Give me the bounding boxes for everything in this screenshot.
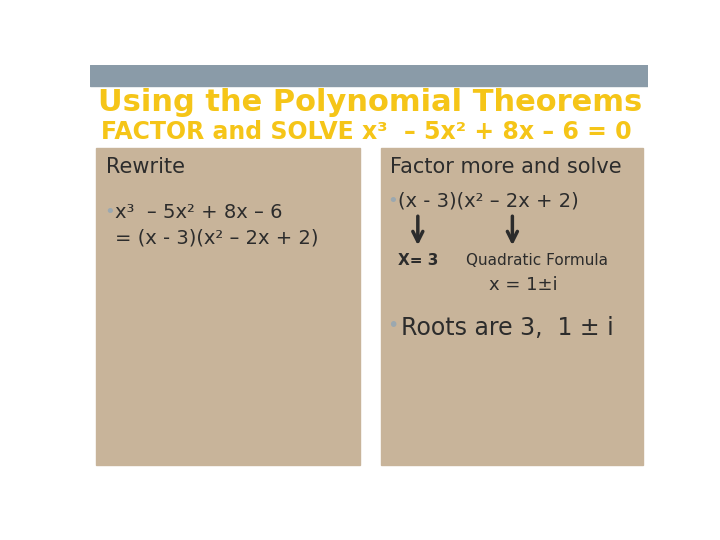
Text: Factor more and solve: Factor more and solve: [390, 157, 621, 177]
Text: •: •: [104, 204, 114, 221]
Text: Quadratic Formula: Quadratic Formula: [466, 253, 608, 268]
Bar: [96, 148, 360, 465]
Text: Rewrite: Rewrite: [106, 157, 184, 177]
Text: x³  – 5x² + 8x – 6: x³ – 5x² + 8x – 6: [114, 204, 282, 222]
Bar: [90, 65, 648, 86]
Text: (x - 3)(x² – 2x + 2): (x - 3)(x² – 2x + 2): [397, 192, 578, 211]
Text: x = 1±i: x = 1±i: [489, 276, 558, 294]
Text: •: •: [387, 192, 397, 210]
Text: Roots are 3,  1 ± i: Roots are 3, 1 ± i: [401, 316, 613, 340]
Text: •: •: [387, 316, 398, 335]
Text: Using the Polynomial Theorems: Using the Polynomial Theorems: [98, 88, 642, 117]
Text: X= 3: X= 3: [397, 253, 438, 268]
Text: FACTOR and SOLVE x³  – 5x² + 8x – 6 = 0: FACTOR and SOLVE x³ – 5x² + 8x – 6 = 0: [101, 120, 631, 144]
Text: = (x - 3)(x² – 2x + 2): = (x - 3)(x² – 2x + 2): [114, 228, 318, 247]
Bar: [381, 148, 642, 465]
